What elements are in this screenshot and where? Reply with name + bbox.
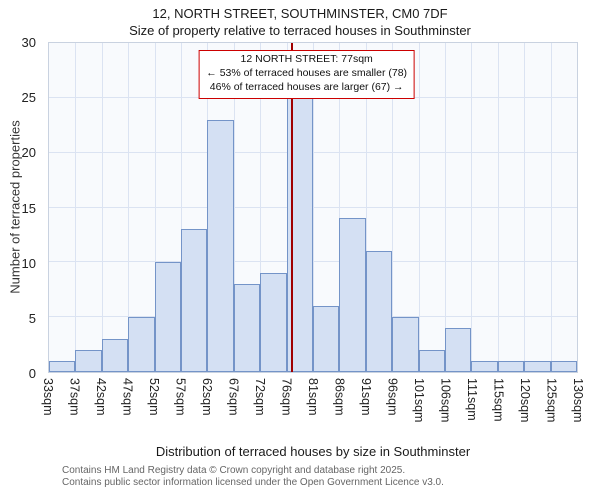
x-tick-label: 72sqm — [253, 378, 267, 416]
chart-title: 12, NORTH STREET, SOUTHMINSTER, CM0 7DF — [152, 6, 448, 21]
y-tick-label: 10 — [21, 255, 36, 271]
histogram-bar — [550, 361, 577, 372]
x-tick-label: 47sqm — [120, 378, 135, 416]
property-marker-line — [290, 43, 293, 372]
x-tick-label: 91sqm — [359, 378, 373, 416]
v-gridline — [313, 43, 314, 372]
v-gridline — [418, 43, 420, 372]
histogram-bar — [471, 361, 498, 372]
x-axis-title: Distribution of terraced houses by size … — [155, 444, 471, 459]
v-gridline — [471, 43, 473, 372]
attribution-footer: Contains HM Land Registry data © Crown c… — [62, 465, 444, 489]
attribution-line-1: Contains HM Land Registry data © Crown c… — [62, 465, 406, 476]
x-tick-label: 115sqm — [491, 378, 506, 422]
v-gridline — [524, 43, 526, 372]
x-tick-label: 106sqm — [438, 378, 453, 423]
histogram-bar — [49, 361, 76, 372]
x-tick-label: 57sqm — [173, 378, 188, 416]
annotation-line-2: ← 53% of terraced houses are smaller (78… — [206, 66, 408, 79]
histogram-bar — [128, 317, 155, 372]
annotation-line-3: 46% of terraced houses are larger (67) → — [209, 80, 404, 93]
plot-area: 12 NORTH STREET: 77sqm ← 53% of terraced… — [48, 42, 578, 373]
x-axis-ticks: 33sqm 37sqm 42sqm 47sqm 52sqm 57sqm 62sqm 67sqm… — [41, 378, 585, 440]
x-tick-label: 86sqm — [332, 378, 347, 416]
v-gridline — [101, 43, 103, 372]
y-tick-label: 25 — [21, 90, 36, 106]
histogram-bar — [524, 361, 551, 372]
v-gridline — [128, 43, 130, 372]
x-tick-label: 52sqm — [147, 378, 161, 416]
attribution-line-2: Contains public sector information licen… — [62, 476, 444, 488]
v-gridline — [233, 43, 235, 372]
x-tick-label: 42sqm — [94, 378, 108, 416]
y-tick-label: 30 — [21, 35, 36, 50]
y-tick-label: 5 — [28, 310, 36, 326]
v-gridline — [339, 43, 341, 372]
v-gridline — [181, 43, 182, 372]
histogram-bar — [339, 218, 366, 372]
histogram-bar — [101, 339, 129, 372]
histogram-bar — [365, 251, 393, 372]
v-gridline — [550, 43, 552, 372]
v-gridline — [260, 43, 262, 372]
y-tick-label: 15 — [21, 200, 36, 216]
x-tick-label: 33sqm — [41, 378, 55, 416]
x-tick-label: 62sqm — [200, 378, 214, 416]
y-tick-label: 20 — [21, 145, 36, 161]
x-tick-label: 111sqm — [465, 378, 479, 421]
y-tick-label: 0 — [28, 366, 36, 381]
v-gridline — [365, 43, 367, 372]
x-tick-label: 67sqm — [226, 378, 241, 416]
x-tick-label: 37sqm — [67, 378, 82, 416]
v-gridline — [392, 43, 394, 372]
histogram-bar — [207, 119, 234, 372]
histogram-bar — [154, 262, 181, 372]
v-gridline — [497, 43, 499, 372]
x-tick-label: 101sqm — [412, 378, 426, 423]
annotation-box: 12 NORTH STREET: 77sqm ← 53% of terraced… — [198, 50, 416, 99]
x-tick-label: 81sqm — [306, 378, 320, 416]
chart-subtitle: Size of property relative to terraced ho… — [129, 23, 471, 38]
v-gridline — [75, 43, 77, 372]
histogram-bar — [445, 328, 472, 372]
y-axis-ticks: 0 5 10 15 20 25 30 — [0, 35, 42, 381]
histogram-bar — [392, 317, 419, 372]
x-tick-label: 130sqm — [571, 378, 585, 423]
v-gridline — [154, 43, 156, 372]
x-tick-label: 120sqm — [518, 378, 532, 423]
x-tick-label: 76sqm — [279, 378, 294, 416]
histogram-bar — [233, 284, 261, 372]
histogram-bar — [313, 306, 340, 372]
x-tick-label: 96sqm — [385, 378, 400, 416]
v-gridline — [445, 43, 446, 372]
histogram-bar — [181, 229, 208, 372]
histogram-bar — [418, 350, 445, 372]
histogram-bar — [260, 273, 287, 372]
histogram-bar — [497, 361, 525, 372]
histogram-bar — [75, 350, 102, 372]
x-tick-label: 125sqm — [544, 378, 559, 423]
annotation-line-1: 12 NORTH STREET: 77sqm — [240, 53, 373, 65]
